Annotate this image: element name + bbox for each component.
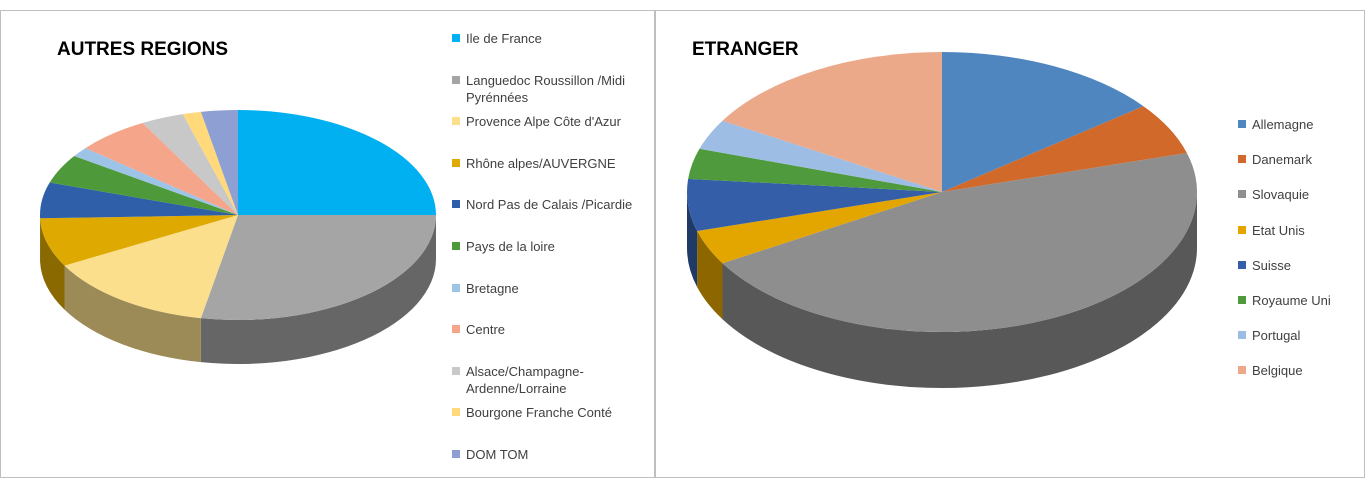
slice [688, 148, 942, 192]
legend-item: Rhône alpes/AUVERGNE [452, 155, 642, 172]
legend-label: Suisse [1252, 257, 1292, 273]
legend-swatch [1238, 155, 1246, 164]
legend-item: Alsace/Champagne-Ardenne/Lorraine [452, 363, 642, 397]
slice [64, 215, 239, 319]
legend-item: Portugal [1238, 327, 1358, 344]
legend-item: Etat Unis [1238, 222, 1358, 239]
chart-title: ETRANGER [692, 39, 799, 60]
legend-label: Allemagne [1252, 117, 1314, 132]
legend-swatch [452, 117, 460, 126]
slice [942, 52, 1144, 192]
legend-swatch [1238, 331, 1246, 340]
legend-swatch [452, 450, 460, 458]
legend-label: Belgique [1252, 363, 1303, 379]
legend-label: Slovaquie [1252, 187, 1310, 203]
legend-label: Royaume Uni [1252, 293, 1331, 308]
legend-item: Bourgone Franche Conté [452, 404, 642, 421]
legend-swatch [452, 34, 460, 42]
slice [40, 215, 238, 266]
legend-item: Bretagne [452, 280, 642, 297]
legend-label: Pays de la loire [466, 239, 555, 254]
legend-label: Portugal [1252, 328, 1301, 344]
slice [74, 148, 239, 215]
legend-item: Suisse [1238, 257, 1358, 274]
legend-item: Royaume Uni [1238, 292, 1358, 309]
legend-swatch [1238, 120, 1246, 128]
slice-side [200, 215, 436, 365]
legend-swatch [1238, 366, 1246, 375]
legend-swatch [452, 366, 460, 375]
slice [238, 110, 436, 215]
legend-item: Slovaquie [1238, 186, 1358, 203]
slice [697, 192, 942, 264]
legend-swatch [452, 408, 460, 417]
slice-side [697, 231, 723, 320]
slice [200, 110, 238, 215]
legend-swatch [452, 75, 460, 84]
legend-item: DOM TOM [452, 446, 642, 463]
legend-label: Bourgone Franche Conté [466, 405, 612, 421]
legend-label: DOM TOM [466, 447, 529, 462]
legend-label: Etat Unis [1252, 222, 1305, 238]
legend-label: Bretagne [466, 280, 519, 296]
slice [722, 52, 942, 192]
legend-label: Centre [466, 322, 506, 338]
slice [85, 122, 238, 215]
slice-side [722, 192, 1197, 389]
slice [49, 155, 238, 215]
legend-swatch [452, 283, 460, 292]
slice [40, 182, 238, 219]
legend-swatch [1238, 296, 1246, 304]
legend-swatch [452, 158, 460, 167]
legend-item: Ile de France [452, 30, 642, 47]
legend-item: Provence Alpe Côte d'Azur [452, 113, 642, 130]
legend-item: Danemark [1238, 151, 1358, 168]
legend-swatch [452, 325, 460, 334]
slice [699, 120, 942, 192]
legend-item: Allemagne [1238, 116, 1358, 133]
legend-item: Languedoc Roussillon /Midi Pyrénnées [452, 72, 642, 106]
legend-swatch [1238, 190, 1246, 199]
legend-label: Nord Pas de Calais /Picardie [466, 197, 633, 213]
legend-label: Rhône alpes/AUVERGNE [466, 155, 616, 171]
slice-side [40, 218, 65, 310]
legend-item: Belgique [1238, 362, 1358, 379]
legend-item: Nord Pas de Calais /Picardie [452, 196, 642, 213]
legend-label: Ile de France [466, 31, 542, 46]
slice [142, 114, 238, 215]
legend-label: Alsace/Champagne-Ardenne/Lorraine [466, 363, 584, 396]
legend-label: Provence Alpe Côte d'Azur [466, 114, 621, 130]
legend-label: Danemark [1252, 152, 1312, 168]
legend-swatch [452, 242, 460, 250]
legend-swatch [1238, 225, 1246, 234]
legend-item: Centre [452, 321, 642, 338]
slice [182, 111, 238, 215]
slice [722, 152, 1198, 333]
slice [687, 178, 942, 232]
slice [200, 215, 436, 320]
legend-swatch [452, 200, 460, 209]
slice-side [64, 265, 201, 363]
slice-side [687, 192, 698, 288]
legend-label: Languedoc Roussillon /Midi Pyrénnées [466, 72, 625, 105]
chart-title: AUTRES REGIONS [57, 39, 228, 60]
slice [942, 106, 1187, 192]
legend-swatch [1238, 260, 1246, 269]
legend-item: Pays de la loire [452, 238, 642, 255]
